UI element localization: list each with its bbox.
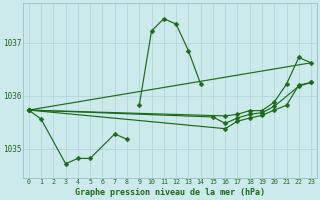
X-axis label: Graphe pression niveau de la mer (hPa): Graphe pression niveau de la mer (hPa) [75, 188, 265, 197]
